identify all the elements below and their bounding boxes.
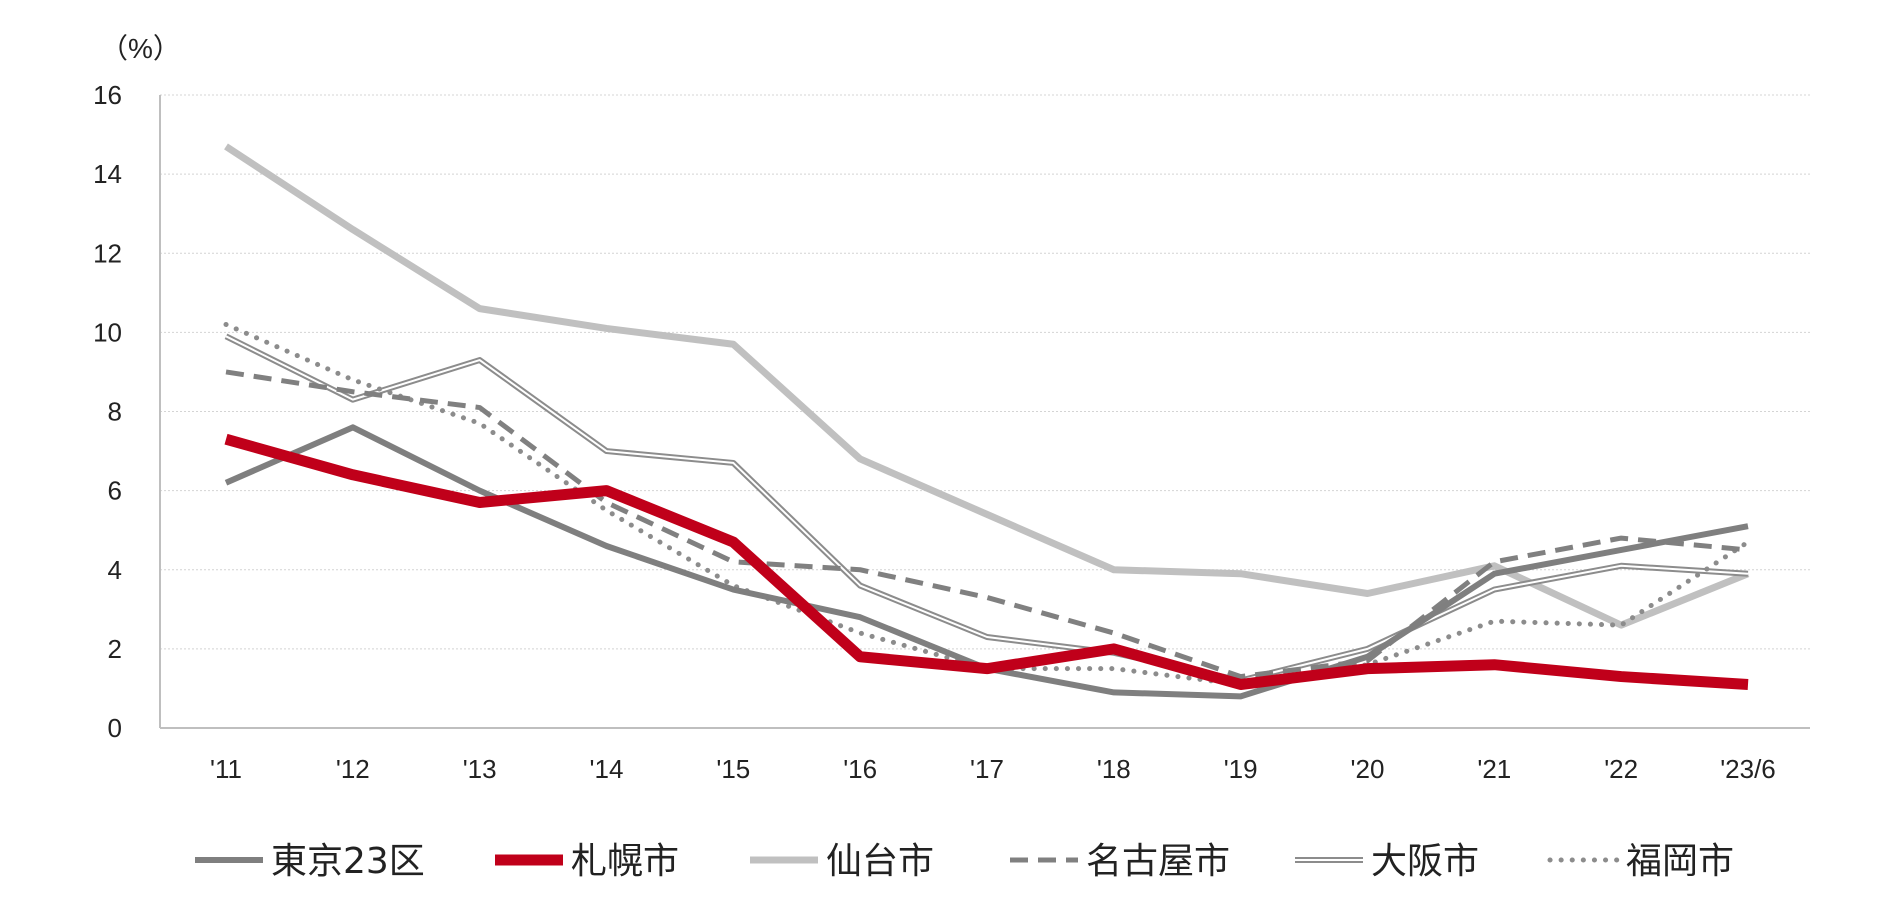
legend-item-4: 名古屋市 — [1010, 841, 1230, 882]
series-5-line — [224, 333, 1749, 684]
series-6-line — [223, 321, 1751, 687]
series-line-path — [225, 335, 1749, 682]
x-tick-label: '22 — [1604, 754, 1638, 784]
legend-item-5: 大阪市 — [1295, 841, 1479, 882]
x-tick-label: '21 — [1477, 754, 1511, 784]
series-line-path — [224, 143, 1750, 629]
x-tick-label: '17 — [970, 754, 1004, 784]
series-2-line — [224, 433, 1749, 690]
gridlines — [160, 94, 1810, 650]
unit-label: （%） — [100, 33, 181, 64]
legend-label: 仙台市 — [826, 841, 934, 882]
y-tick-label: 12 — [93, 238, 122, 268]
x-tick-label: '13 — [463, 754, 497, 784]
y-tick-label: 2 — [108, 634, 122, 664]
axes — [159, 95, 1810, 729]
x-tick-label: '23/6 — [1720, 754, 1776, 784]
x-tick-label: '14 — [590, 754, 624, 784]
y-tick-label: 6 — [108, 476, 122, 506]
series-1-line — [224, 424, 1749, 700]
x-tick-label: '19 — [1224, 754, 1258, 784]
legend-item-3: 仙台市 — [750, 841, 934, 882]
y-tick-label: 10 — [93, 317, 122, 347]
y-tick-label: 4 — [108, 555, 122, 585]
series-line-path — [224, 333, 1749, 684]
legend: 東京23区 札幌市 仙台市 名古屋市 大阪市 福岡市 — [195, 841, 1734, 882]
series-3-line — [224, 143, 1750, 629]
legend-item-1: 東京23区 — [195, 841, 425, 882]
series-lines — [223, 143, 1751, 700]
x-tick-label: '18 — [1097, 754, 1131, 784]
legend-label: 大阪市 — [1371, 841, 1479, 882]
series-4-line — [225, 369, 1749, 680]
x-tick-label: '15 — [716, 754, 750, 784]
legend-item-2: 札幌市 — [495, 841, 679, 882]
series-line-path — [225, 369, 1749, 680]
series-line-path — [223, 321, 1751, 687]
y-tick-label: 8 — [108, 397, 122, 427]
legend-item-6: 福岡市 — [1547, 841, 1734, 882]
series-line-path — [224, 424, 1749, 700]
tick-labels: （%） 0 2 4 6 8 10 12 14 16 '11 '12 '13 '14 '15 '16 '17 '18… — [93, 33, 1776, 784]
y-tick-label: 16 — [93, 80, 122, 110]
x-tick-label: '16 — [843, 754, 877, 784]
x-tick-label: '20 — [1351, 754, 1385, 784]
x-tick-label: '12 — [336, 754, 370, 784]
legend-label: 東京23区 — [271, 841, 425, 882]
y-tick-label: 0 — [108, 713, 122, 743]
y-tick-label: 14 — [93, 159, 122, 189]
legend-label: 札幌市 — [571, 841, 679, 882]
series-line-path — [224, 433, 1749, 690]
legend-label: 名古屋市 — [1086, 841, 1230, 882]
legend-label: 福岡市 — [1626, 841, 1734, 882]
x-tick-label: '11 — [210, 754, 242, 784]
